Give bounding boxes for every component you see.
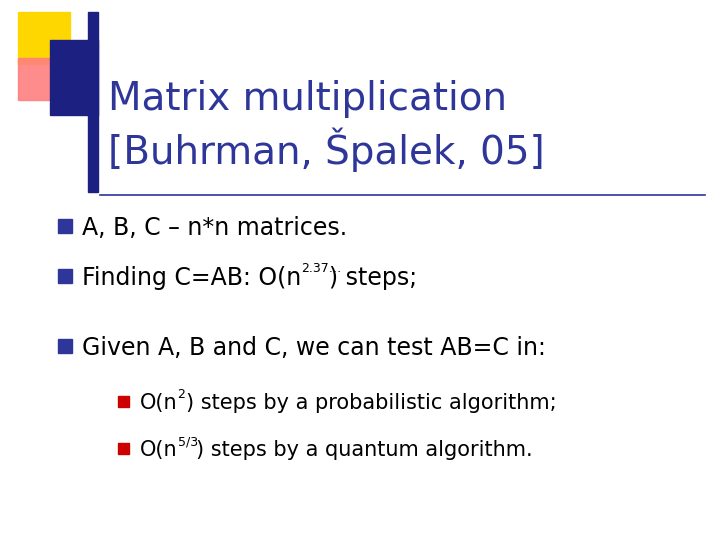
Text: O(n: O(n xyxy=(140,440,178,460)
Bar xyxy=(88,12,98,192)
Text: ) steps;: ) steps; xyxy=(329,266,418,290)
Bar xyxy=(118,443,129,454)
Text: 2.37…: 2.37… xyxy=(301,262,341,275)
Text: ) steps by a quantum algorithm.: ) steps by a quantum algorithm. xyxy=(196,440,532,460)
Bar xyxy=(18,12,70,64)
Text: 5/3: 5/3 xyxy=(178,435,198,449)
Text: [Buhrman, Špalek, 05]: [Buhrman, Špalek, 05] xyxy=(108,128,545,172)
Text: Matrix multiplication: Matrix multiplication xyxy=(108,80,507,118)
Bar xyxy=(58,219,72,233)
Text: Given A, B and C, we can test AB=C in:: Given A, B and C, we can test AB=C in: xyxy=(82,336,546,360)
Bar xyxy=(18,58,56,100)
Text: A, B, C – n*n matrices.: A, B, C – n*n matrices. xyxy=(82,216,347,240)
Bar xyxy=(58,339,72,353)
Text: Finding C=AB: O(n: Finding C=AB: O(n xyxy=(82,266,301,290)
Bar xyxy=(118,396,129,407)
Bar xyxy=(50,40,98,115)
Text: 2: 2 xyxy=(178,388,186,402)
Text: ) steps by a probabilistic algorithm;: ) steps by a probabilistic algorithm; xyxy=(186,393,557,413)
Text: O(n: O(n xyxy=(140,393,178,413)
Bar xyxy=(58,269,72,283)
